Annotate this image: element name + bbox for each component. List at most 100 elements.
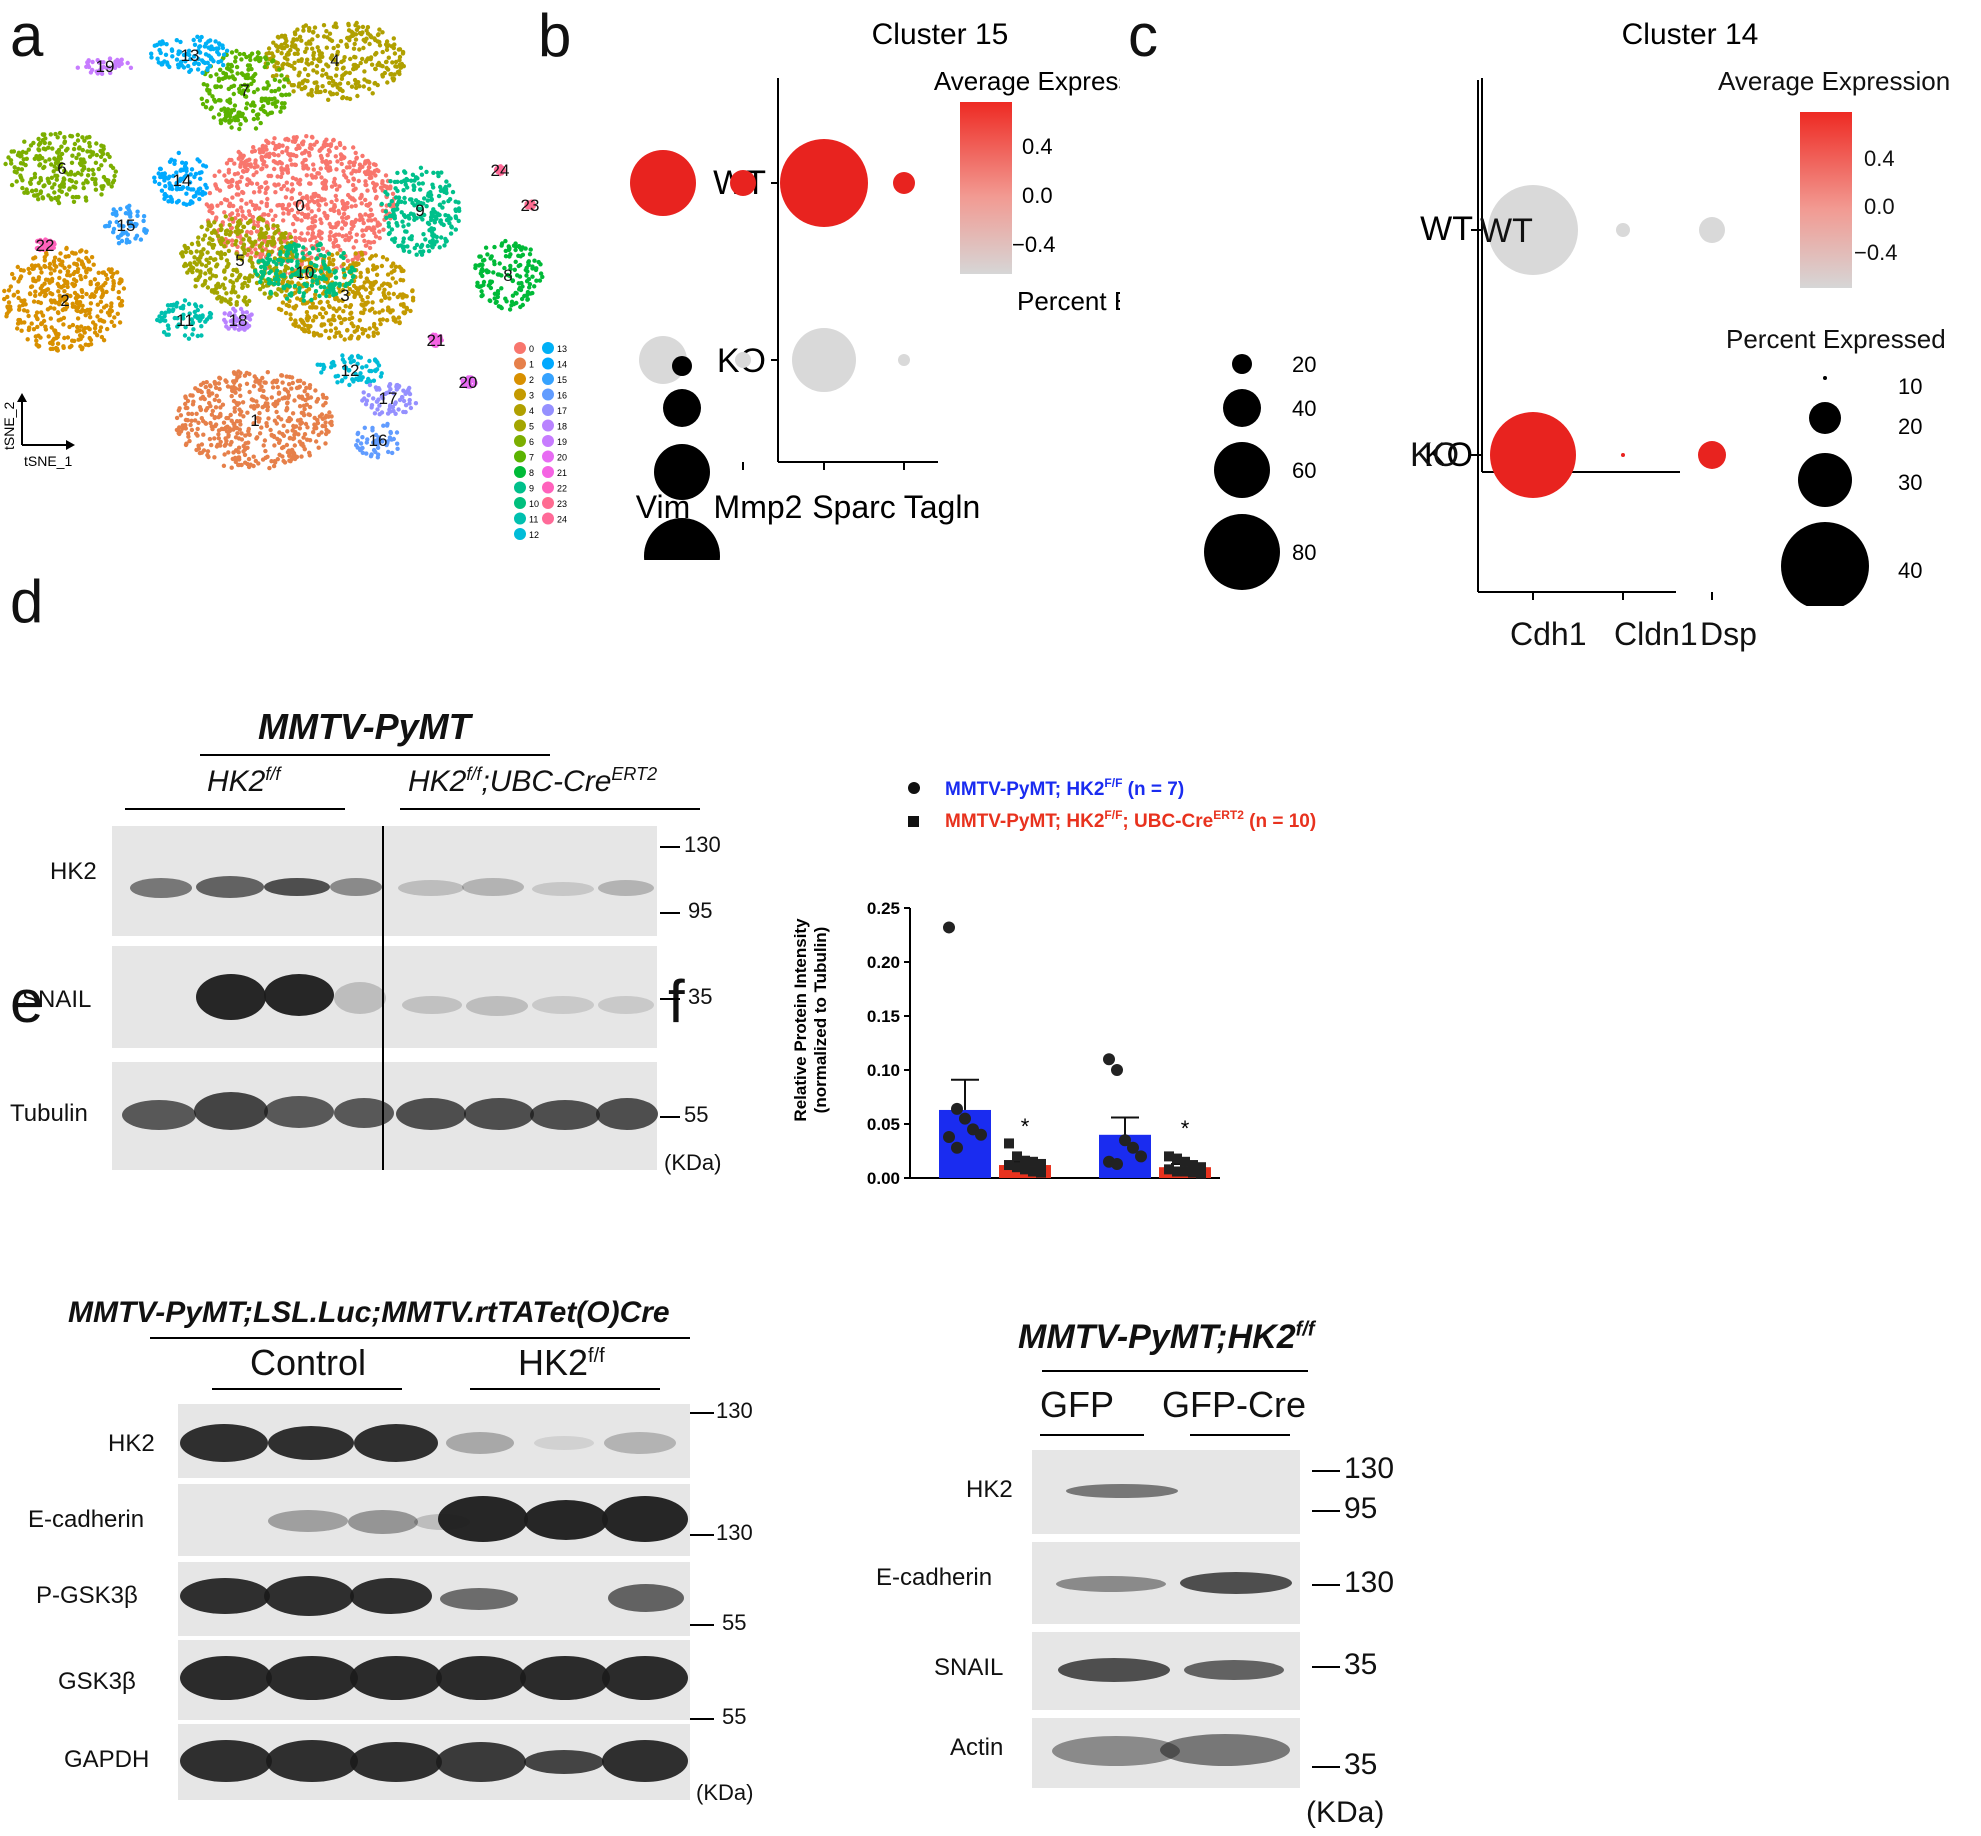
dotplot-c-row-wt: WT xyxy=(1420,210,1473,248)
point-s1-HK2-8 xyxy=(1028,1166,1038,1177)
panel-f-mw-130b: 130 xyxy=(1344,1566,1395,1599)
dotplot-c-ctick-3: −0.4 xyxy=(1854,240,1898,265)
tsne-legend-key-13 xyxy=(542,342,554,354)
blot-d-snail xyxy=(112,946,657,1048)
tsne-legend-label-15: 15 xyxy=(557,375,567,385)
point-s1-HK2-1 xyxy=(1012,1151,1022,1162)
tsne-cluster-label-22: 22 xyxy=(36,236,55,255)
dotplot-c-color-bar xyxy=(1800,112,1852,288)
tsne-legend-key-0 xyxy=(514,342,526,354)
dotplot-b-ctick-3: −0.4 xyxy=(1012,232,1055,257)
tsne-legend-key-4 xyxy=(514,404,526,416)
tsne-legend-label-12: 12 xyxy=(529,530,539,540)
chart-ytick-label-3: 0.15 xyxy=(867,1007,900,1026)
tsne-legend-key-22 xyxy=(542,481,554,494)
tsne-cluster-label-12: 12 xyxy=(341,361,360,380)
panel-e-row-pgsk3b: P-GSK3β xyxy=(36,1582,138,1609)
panel-e-group2-line xyxy=(470,1388,660,1390)
tsne-cluster-23 xyxy=(524,199,537,211)
tsne-cluster-label-15: 15 xyxy=(117,216,136,235)
point-s1-HK2-7 xyxy=(1020,1164,1030,1175)
dotplot-c-ctick-1: 0.4 xyxy=(1864,146,1895,171)
point-s1-HK2-0 xyxy=(1004,1138,1014,1149)
tsne-cluster-18 xyxy=(222,306,254,332)
tsne-cluster-label-20: 20 xyxy=(459,373,478,392)
dotplot-c-size-dot-10 xyxy=(1823,376,1827,380)
tsne-cluster-15 xyxy=(102,203,149,246)
tsne-legend-label-4: 4 xyxy=(529,406,534,416)
tsne-plot: 012 3456789101112131415161718192021222324… xyxy=(1,20,567,540)
point-s0-HK2-5 xyxy=(943,1130,955,1143)
gene-dsp: Dsp xyxy=(1700,616,1757,652)
dot-wt-tagln xyxy=(893,172,915,194)
significance-SNAIL: * xyxy=(1181,1116,1190,1141)
tsne-cluster-label-7: 7 xyxy=(240,81,249,100)
dot-wt-cdh1 xyxy=(1488,185,1578,275)
tsne-cluster-label-23: 23 xyxy=(521,196,540,215)
dotplot-b-ctick-2: 0.0 xyxy=(1022,183,1053,208)
panel-f-group2-line xyxy=(1190,1434,1290,1436)
panel-label-d: d xyxy=(10,568,44,635)
tsne-legend-label-2: 2 xyxy=(529,375,534,385)
tsne-cluster-8 xyxy=(473,238,545,312)
dot-wt-sparc xyxy=(780,139,868,227)
tsne-cluster-16 xyxy=(354,421,400,460)
tsne-legend-key-21 xyxy=(542,466,554,478)
tsne-cluster-label-17: 17 xyxy=(379,389,398,408)
tsne-legend-key-12 xyxy=(514,528,526,540)
dotplot-c-row-ko: KO xyxy=(1424,436,1473,474)
point-s1-HK2-6 xyxy=(1012,1162,1022,1173)
panel-e-row-ecad: E-cadherin xyxy=(28,1506,145,1533)
panel-d-mw-95: 95 xyxy=(688,898,713,923)
dotplot-c-ko-label: KO xyxy=(1410,436,1460,474)
tsne-legend-label-24: 24 xyxy=(557,515,567,525)
point-s1-SNAIL-1 xyxy=(1172,1153,1182,1164)
panel-e-mw-55a: 55 xyxy=(722,1610,747,1635)
panel-d-row-hk2: HK2 xyxy=(50,858,97,885)
dot-ko-cdh1 xyxy=(1490,412,1576,498)
tsne-cluster-19 xyxy=(75,56,134,77)
dotplot-b-size-dot-20 xyxy=(1232,354,1252,374)
tsne-cluster-label-9: 9 xyxy=(415,201,424,220)
dot-wt-cldn1 xyxy=(1616,223,1630,237)
point-s1-HK2-4 xyxy=(1036,1158,1046,1169)
tsne-y-axis-label: tSNE_2 xyxy=(1,402,17,450)
tsne-cluster-label-4: 4 xyxy=(330,51,339,70)
panel-d-group2-line xyxy=(400,808,700,810)
dotplot-c-size-dot-20 xyxy=(1809,402,1841,434)
tsne-legend-key-3 xyxy=(514,388,526,401)
tsne-cluster-11 xyxy=(155,298,214,341)
tsne-legend-label-23: 23 xyxy=(557,499,567,509)
tsne-legend-label-10: 10 xyxy=(529,499,539,509)
tsne-cluster-label-18: 18 xyxy=(229,311,248,330)
dotplot-c-ctick-2: 0.0 xyxy=(1864,194,1895,219)
dotplot-b-stick-2: 40 xyxy=(1292,396,1316,421)
panel-f-mw-130a: 130 xyxy=(1344,1452,1395,1485)
tsne-x-axis-label: tSNE_1 xyxy=(24,453,72,469)
tsne-cluster-label-1: 1 xyxy=(250,411,259,430)
tsne-legend-label-7: 7 xyxy=(529,453,534,463)
chart-ytick-label-5: 0.25 xyxy=(867,899,900,918)
blot-e-ecad xyxy=(178,1484,690,1556)
point-s0-SNAIL-1 xyxy=(1111,1064,1123,1076)
point-s0-HK2-2 xyxy=(959,1112,971,1125)
panel-label-b: b xyxy=(538,2,572,69)
tsne-legend-label-18: 18 xyxy=(557,422,567,432)
tsne-legend-label-8: 8 xyxy=(529,468,534,478)
panel-d-mw-35: 35 xyxy=(688,984,713,1009)
tsne-legend-label-16: 16 xyxy=(557,391,567,401)
blot-e-hk2 xyxy=(178,1404,690,1478)
dotplot-b-color-bar xyxy=(960,102,1012,274)
dot-ko-cldn1 xyxy=(1621,453,1625,457)
dotplot-b-stick-1: 20 xyxy=(1292,352,1316,377)
point-s0-SNAIL-6 xyxy=(1111,1157,1123,1170)
tsne-cluster-20 xyxy=(460,375,478,389)
tsne-cluster-14 xyxy=(152,150,209,207)
point-s1-SNAIL-9 xyxy=(1196,1168,1206,1179)
tsne-legend-key-16 xyxy=(542,388,554,401)
point-s0-HK2-1 xyxy=(951,1102,963,1115)
legend-marker-series-1 xyxy=(908,782,920,794)
dotplot-b-title: Cluster 15 xyxy=(872,18,1009,51)
tsne-legend-label-19: 19 xyxy=(557,437,567,447)
dotplot-b-color-legend-title: Average Expression xyxy=(934,66,1120,96)
